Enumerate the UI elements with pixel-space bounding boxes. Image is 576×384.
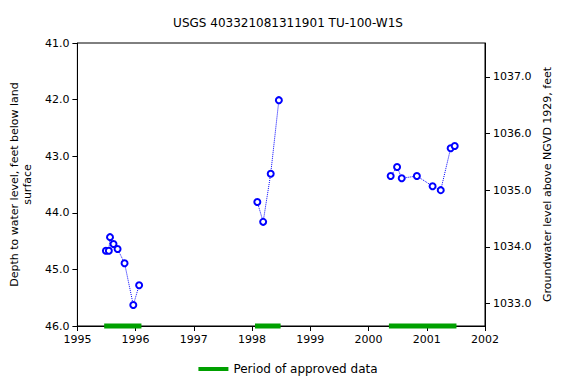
svg-text:1997: 1997 [180,333,208,346]
svg-text:1034.0: 1034.0 [493,240,532,253]
svg-text:42.0: 42.0 [45,93,70,106]
svg-text:41.0: 41.0 [45,37,70,50]
svg-text:43.0: 43.0 [45,150,70,163]
svg-text:1036.0: 1036.0 [493,127,532,140]
svg-text:1037.0: 1037.0 [493,70,532,83]
svg-text:USGS 403321081311901 TU-100-W1: USGS 403321081311901 TU-100-W1S [173,16,403,30]
svg-text:1995: 1995 [63,333,91,346]
svg-text:1999: 1999 [296,333,324,346]
svg-text:surface: surface [21,164,34,205]
svg-text:1996: 1996 [122,333,150,346]
svg-text:Groundwater level above NGVD 1: Groundwater level above NGVD 1929, feet [541,66,554,302]
svg-text:1998: 1998 [238,333,266,346]
svg-text:2002: 2002 [471,333,499,346]
svg-text:Depth to water level, feet bel: Depth to water level, feet below land [8,82,21,287]
svg-text:44.0: 44.0 [45,206,70,219]
svg-text:46.0: 46.0 [45,320,70,333]
svg-text:45.0: 45.0 [45,263,70,276]
svg-text:Period of approved data: Period of approved data [233,362,377,376]
svg-text:1035.0: 1035.0 [493,184,532,197]
svg-text:1033.0: 1033.0 [493,297,532,310]
svg-text:2001: 2001 [413,333,441,346]
svg-text:2000: 2000 [355,333,383,346]
